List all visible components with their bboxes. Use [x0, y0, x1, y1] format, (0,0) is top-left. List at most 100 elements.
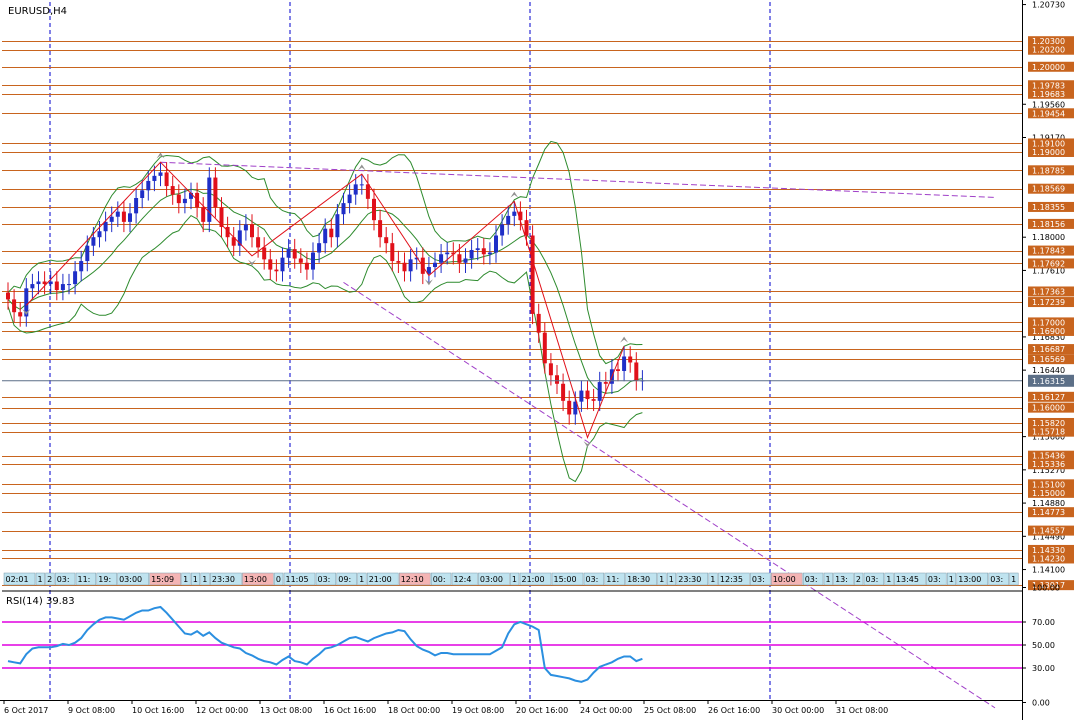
level-label-box — [1028, 525, 1074, 536]
fractal-arrow — [156, 152, 165, 159]
candle-body — [103, 221, 108, 232]
candle-body — [243, 224, 248, 231]
time-label-box — [802, 572, 824, 586]
time-label: 19: — [98, 575, 111, 584]
time-label-box — [451, 572, 478, 586]
time-label: 1 — [710, 575, 715, 584]
time-label: 03: — [57, 575, 70, 584]
level-label-box — [1028, 344, 1074, 355]
candle-body — [518, 211, 523, 221]
candle-body — [67, 284, 71, 286]
time-tick-label: 6 Oct 2017 — [4, 706, 48, 715]
time-label-box — [823, 572, 833, 586]
level-label: 1.13917 — [1032, 581, 1065, 590]
level-label-box — [1028, 138, 1074, 149]
candle-body — [256, 237, 261, 248]
fractal-arrow — [510, 191, 519, 198]
candle-body — [445, 252, 450, 255]
time-label: 1 — [183, 575, 188, 584]
level-label: 1.16687 — [1032, 345, 1065, 354]
candle-body — [213, 177, 218, 208]
candle-body — [250, 224, 254, 238]
level-label: 1.14330 — [1032, 546, 1065, 555]
time-label: 1 — [886, 575, 891, 584]
time-label-box — [625, 572, 657, 586]
time-label-box — [398, 572, 431, 586]
time-label: 03: — [318, 575, 331, 584]
candle-body — [372, 198, 376, 221]
time-tick-label: 31 Oct 08:00 — [836, 706, 888, 715]
time-label-box — [366, 572, 399, 586]
time-label-box — [315, 572, 337, 586]
level-label: 1.19100 — [1032, 139, 1065, 148]
level-label-box — [1028, 183, 1074, 194]
candle-body — [585, 390, 590, 400]
candle-body — [335, 214, 340, 238]
candle-body — [487, 252, 492, 255]
time-label: 1 — [659, 575, 664, 584]
level-label-box — [1028, 146, 1074, 157]
time-label: 11: — [78, 575, 91, 584]
level-label: 1.16127 — [1032, 393, 1065, 402]
time-label: 15:09 — [151, 575, 174, 584]
level-label-box — [1028, 402, 1074, 413]
time-label: 1 — [193, 575, 198, 584]
candle-body — [73, 271, 78, 285]
time-label-box — [242, 572, 274, 586]
level-label: 1.19783 — [1032, 81, 1065, 90]
trendlines — [160, 161, 996, 709]
candle-body — [353, 184, 358, 195]
candle-body — [536, 313, 541, 333]
fractal-arrow — [22, 309, 31, 316]
level-label-box — [1028, 218, 1074, 229]
level-label: 1.17363 — [1032, 287, 1065, 296]
level-label: 1.20200 — [1032, 46, 1065, 55]
rsi-tick-label: 70.00 — [1032, 618, 1055, 627]
level-label: 1.15100 — [1032, 480, 1065, 489]
time-label-strip: 02:01 1 2 03: 11: 19: 03:00 15:09 1 1 1 23:30 13:00 0… — [3, 572, 1019, 586]
level-label: 1.17692 — [1032, 259, 1065, 268]
time-tick-label: 25 Oct 08:00 — [644, 706, 696, 715]
time-label-box — [149, 572, 181, 586]
time-label-box — [117, 572, 149, 586]
candle-body — [494, 235, 498, 253]
candle-body — [628, 356, 633, 363]
candle-body — [512, 211, 517, 216]
fractal-arrow — [248, 259, 256, 266]
time-label-box — [200, 572, 210, 586]
price-tick-label: 1.15660 — [1032, 433, 1065, 442]
time-label-box — [336, 572, 357, 586]
level-label: 1.17239 — [1032, 298, 1065, 307]
time-label-box — [35, 572, 45, 586]
zigzag-line — [25, 161, 625, 439]
candle-body — [451, 252, 456, 255]
candle-body — [402, 262, 407, 272]
candle-body — [6, 292, 10, 300]
candle-body — [274, 269, 279, 272]
rsi-tick-label: 100.00 — [1032, 584, 1060, 593]
level-label-box — [1028, 450, 1074, 461]
level-label-box — [1028, 108, 1074, 119]
trendline-resistance — [160, 161, 996, 198]
time-label-box — [884, 572, 894, 586]
candle-body — [286, 249, 291, 258]
current-price-box — [1028, 374, 1074, 387]
time-label: 13:00 — [244, 575, 267, 584]
candle-body — [280, 257, 285, 272]
candle-body — [469, 249, 474, 259]
rsi-panel — [2, 590, 1022, 683]
candle-body — [524, 220, 529, 236]
time-label-box — [863, 572, 885, 586]
candle-body — [481, 248, 486, 255]
candle-body — [311, 252, 315, 270]
time-label-box — [1009, 572, 1019, 586]
candle-body — [36, 281, 41, 285]
candle-body — [475, 248, 480, 250]
level-label: 1.14230 — [1032, 554, 1065, 563]
time-label: 02:01 — [6, 575, 29, 584]
time-label: 12:10 — [401, 575, 424, 584]
time-label-box — [583, 572, 605, 586]
level-label-box — [1028, 36, 1074, 47]
time-label-box — [657, 572, 667, 586]
